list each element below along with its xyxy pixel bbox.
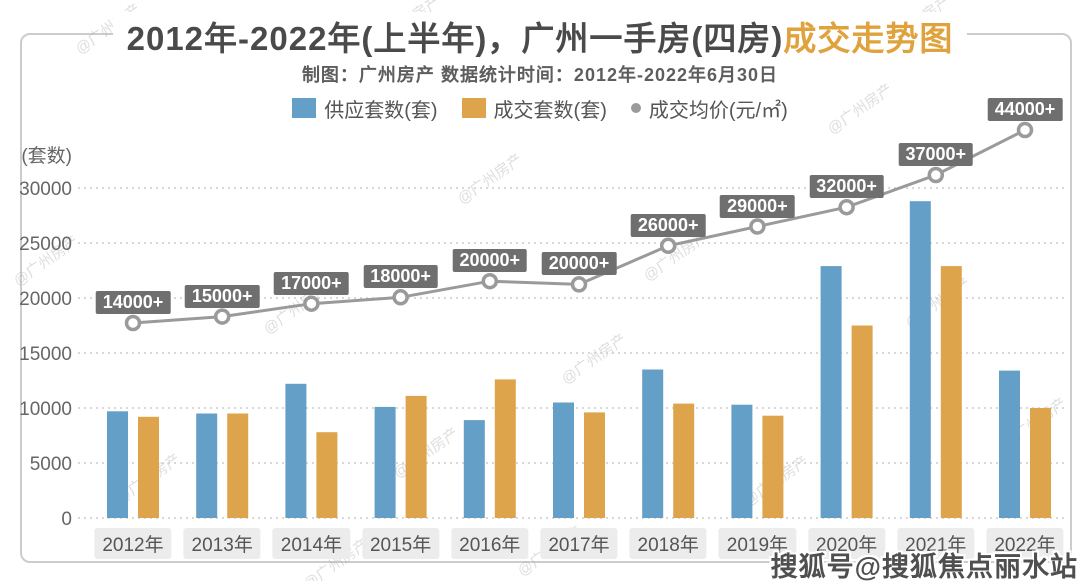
price-value-label: 20000+ [541, 252, 617, 276]
supply-bar [374, 406, 396, 518]
supply-bar [196, 413, 218, 518]
price-value-label: 15000+ [184, 284, 260, 308]
legend-item-sold: 成交套数(套) [461, 94, 607, 123]
page-title: 2012年-2022年(上半年)，广州一手房(四房)成交走势图 [112, 12, 968, 60]
y-tick-label: 10000 [19, 399, 72, 420]
price-value-label: 18000+ [363, 265, 438, 289]
price-point-marker [570, 276, 588, 293]
price-value-label: 44000+ [987, 98, 1063, 121]
price-ring-icon [630, 103, 641, 113]
x-tick-label: 2022年 [986, 528, 1064, 559]
sold-bar [494, 379, 516, 518]
price-point-marker [927, 166, 945, 184]
y-tick-label: 0 [61, 509, 72, 530]
sold-bar [940, 266, 962, 518]
y-tick-label: 5000 [30, 454, 72, 475]
y-tick-label: 30000 [19, 179, 72, 200]
supply-bar [285, 383, 307, 518]
price-point-marker [838, 198, 855, 216]
x-tick-label: 2021年 [897, 528, 975, 559]
x-tick-label: 2015年 [361, 528, 440, 559]
sold-bar [405, 395, 427, 518]
sold-bar [851, 325, 873, 518]
y-tick-label: 15000 [19, 344, 72, 365]
supply-bar [999, 370, 1020, 518]
supply-bar [642, 369, 664, 518]
title-accent-text: 成交走势图 [783, 20, 954, 57]
x-tick-label: 2018年 [629, 528, 707, 559]
x-tick-label: 2019年 [718, 528, 797, 559]
price-value-label: 32000+ [809, 175, 884, 199]
sold-bar [138, 416, 159, 518]
price-value-label: 26000+ [630, 213, 706, 237]
sold-bar [316, 432, 338, 518]
price-value-label: 14000+ [95, 291, 171, 314]
sold-bar [673, 403, 695, 518]
price-point-marker [749, 218, 766, 235]
x-tick-label: 2016年 [451, 528, 529, 559]
supply-bar [820, 266, 842, 518]
price-value-label: 17000+ [274, 271, 349, 295]
sold-bar [1030, 408, 1051, 518]
x-tick-label: 2012年 [94, 528, 172, 559]
legend: 供应套数(套) 成交套数(套) 成交均价(元/㎡) [0, 93, 1080, 123]
legend-item-price: 成交均价(元/㎡) [630, 94, 788, 123]
price-value-label: 37000+ [898, 143, 974, 167]
legend-label-supply: 供应套数(套) [324, 99, 438, 122]
price-point-marker [213, 308, 231, 325]
x-tick-label: 2014年 [272, 528, 351, 559]
price-point-marker [1016, 121, 1034, 139]
sold-bar [762, 415, 784, 518]
title-row: 2012年-2022年(上半年)，广州一手房(四房)成交走势图 [0, 12, 1080, 60]
supply-swatch-icon [292, 98, 317, 118]
supply-bar [731, 404, 753, 518]
sold-bar [227, 413, 249, 518]
price-point-marker [481, 272, 499, 290]
price-point-marker [392, 289, 409, 306]
price-value-label: 20000+ [452, 249, 528, 273]
supply-bar [463, 420, 485, 518]
title-main-text: 2012年-2022年(上半年)，广州一手房(四房) [126, 20, 784, 57]
price-point-marker [124, 314, 142, 332]
supply-bar [107, 411, 128, 518]
price-point-marker [659, 237, 677, 255]
y-tick-label: 25000 [19, 234, 72, 255]
x-tick-label: 2020年 [807, 528, 886, 559]
supply-bar [909, 201, 931, 518]
y-axis-unit: (套数) [21, 145, 72, 167]
y-tick-label: 20000 [19, 289, 72, 310]
legend-label-price: 成交均价(元/㎡) [648, 99, 788, 122]
legend-item-supply: 供应套数(套) [292, 94, 438, 123]
x-tick-label: 2017年 [540, 528, 618, 559]
price-trend-line [132, 128, 1026, 325]
supply-bar [553, 402, 574, 518]
price-value-label: 29000+ [720, 194, 795, 218]
price-point-marker [303, 295, 320, 312]
x-tick-label: 2013年 [183, 528, 261, 559]
sold-swatch-icon [461, 98, 486, 118]
legend-label-sold: 成交套数(套) [493, 99, 607, 122]
sold-bar [584, 412, 605, 518]
bottom-right-watermark: 搜狐号@搜狐焦点丽水站 [770, 552, 1078, 581]
subtitle: 制图：广州房产 数据统计时间：2012年-2022年6月30日 [301, 65, 779, 85]
